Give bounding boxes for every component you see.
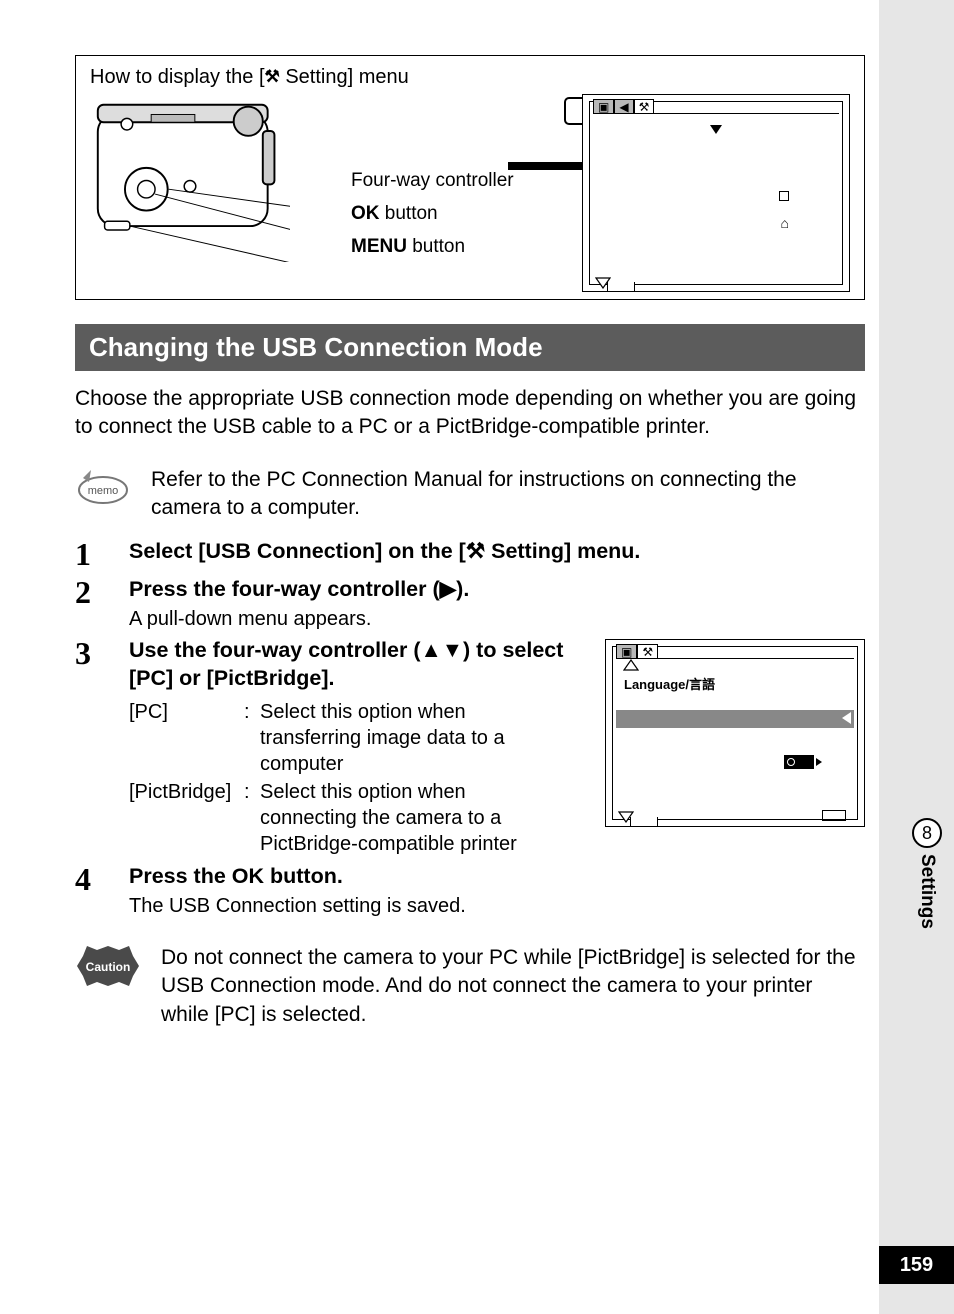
square-icon xyxy=(779,191,789,201)
memo-icon: memo xyxy=(75,466,131,523)
step-3: 3 Use the four-way controller (▲▼) to se… xyxy=(75,637,865,857)
step-desc: The USB Connection setting is saved. xyxy=(129,895,865,918)
camera-illustration xyxy=(90,97,380,282)
lcd-ok-rect-icon xyxy=(822,810,846,821)
step-2: 2 Press the four-way controller (▶). A p… xyxy=(75,576,865,631)
up-outline-triangle-icon xyxy=(623,659,639,671)
lcd-footer-menu-icon xyxy=(630,817,658,827)
lcd-selection-bar xyxy=(616,710,854,728)
page-number: 159 xyxy=(879,1246,954,1284)
step-desc: A pull-down menu appears. xyxy=(129,608,865,631)
lcd-screen-1: ▣ ◀ ⚒ ⌂ xyxy=(582,94,850,292)
howto-title-suffix: Setting] menu xyxy=(280,66,409,88)
label-menu-bold: MENU xyxy=(351,236,407,257)
caution-text: Do not connect the camera to your PC whi… xyxy=(161,944,865,1029)
option-text: Select this option when transferring ima… xyxy=(260,699,560,777)
caution-icon: Caution xyxy=(75,944,141,1029)
left-triangle-icon xyxy=(842,712,851,724)
lcd-tab-tool-icon: ⚒ xyxy=(634,99,655,113)
section-heading: Changing the USB Connection Mode xyxy=(75,324,865,371)
step-title: Use the four-way controller (▲▼) to sele… xyxy=(129,637,595,693)
step-number: 4 xyxy=(75,863,111,918)
side-tab: 8 Settings xyxy=(912,818,942,929)
step-number: 3 xyxy=(75,637,111,857)
howto-box: How to display the [⚒ Setting] menu xyxy=(75,55,865,300)
svg-text:Caution: Caution xyxy=(86,960,131,974)
step4-title-ok: OK xyxy=(232,864,264,888)
intro-text: Choose the appropriate USB connection mo… xyxy=(75,385,865,442)
side-tab-label: Settings xyxy=(916,854,938,929)
option-pc: [PC] : Select this option when transferr… xyxy=(129,699,595,777)
memo-text: Refer to the PC Connection Manual for in… xyxy=(151,466,865,523)
lcd-tab-left-icon: ◀ xyxy=(614,99,633,113)
lcd-screen-2: ▣ ⚒ Language/言語 xyxy=(605,639,865,827)
lcd-language-label: Language/言語 xyxy=(624,674,715,693)
howto-title: How to display the [⚒ Setting] menu xyxy=(90,66,850,89)
tool-icon: ⚒ xyxy=(265,67,280,86)
edge-bar xyxy=(879,0,954,1314)
step-1: 1 Select [USB Connection] on the [⚒ Sett… xyxy=(75,538,865,570)
label-ok: OK button xyxy=(351,203,438,225)
step4-title-b: button. xyxy=(264,864,343,888)
lcd-footer-menu-icon xyxy=(607,282,635,292)
step-number: 1 xyxy=(75,538,111,570)
label-menu-rest: button xyxy=(407,236,465,257)
step4-title-a: Press the xyxy=(129,864,232,888)
step-title: Select [USB Connection] on the [⚒ Settin… xyxy=(129,538,865,566)
camera-svg xyxy=(90,97,290,262)
step1-title-a: Select [USB Connection] on the [ xyxy=(129,539,466,563)
svg-text:memo: memo xyxy=(88,485,119,497)
side-tab-number: 8 xyxy=(912,818,942,848)
label-ok-rest: button xyxy=(380,203,438,224)
howto-title-prefix: How to display the [ xyxy=(90,66,265,88)
step1-title-b: Setting] menu. xyxy=(485,539,640,563)
home-icon: ⌂ xyxy=(781,215,789,231)
lcd-tab-camera-icon: ▣ xyxy=(616,644,637,658)
step-4: 4 Press the OK button. The USB Connectio… xyxy=(75,863,865,918)
tool-icon: ⚒ xyxy=(466,539,485,563)
step-title: Press the OK button. xyxy=(129,863,865,891)
option-label: [PC] xyxy=(129,699,244,777)
option-text: Select this option when connecting the c… xyxy=(260,779,560,857)
label-fourway: Four-way controller xyxy=(351,170,514,192)
memo-block: memo Refer to the PC Connection Manual f… xyxy=(75,466,865,523)
option-colon: : xyxy=(244,779,260,857)
option-pictbridge: [PictBridge] : Select this option when c… xyxy=(129,779,595,857)
lcd-tab-camera-icon: ▣ xyxy=(593,99,614,113)
label-ok-bold: OK xyxy=(351,203,380,224)
down-triangle-icon xyxy=(710,125,722,134)
option-label: [PictBridge] xyxy=(129,779,244,857)
label-menu: MENU button xyxy=(351,236,465,258)
step-number: 2 xyxy=(75,576,111,631)
lcd-tab-tool-icon: ⚒ xyxy=(637,644,658,658)
caution-block: Caution Do not connect the camera to you… xyxy=(75,944,865,1029)
option-colon: : xyxy=(244,699,260,777)
video-out-icon xyxy=(784,755,814,769)
step-title: Press the four-way controller (▶). xyxy=(129,576,865,604)
